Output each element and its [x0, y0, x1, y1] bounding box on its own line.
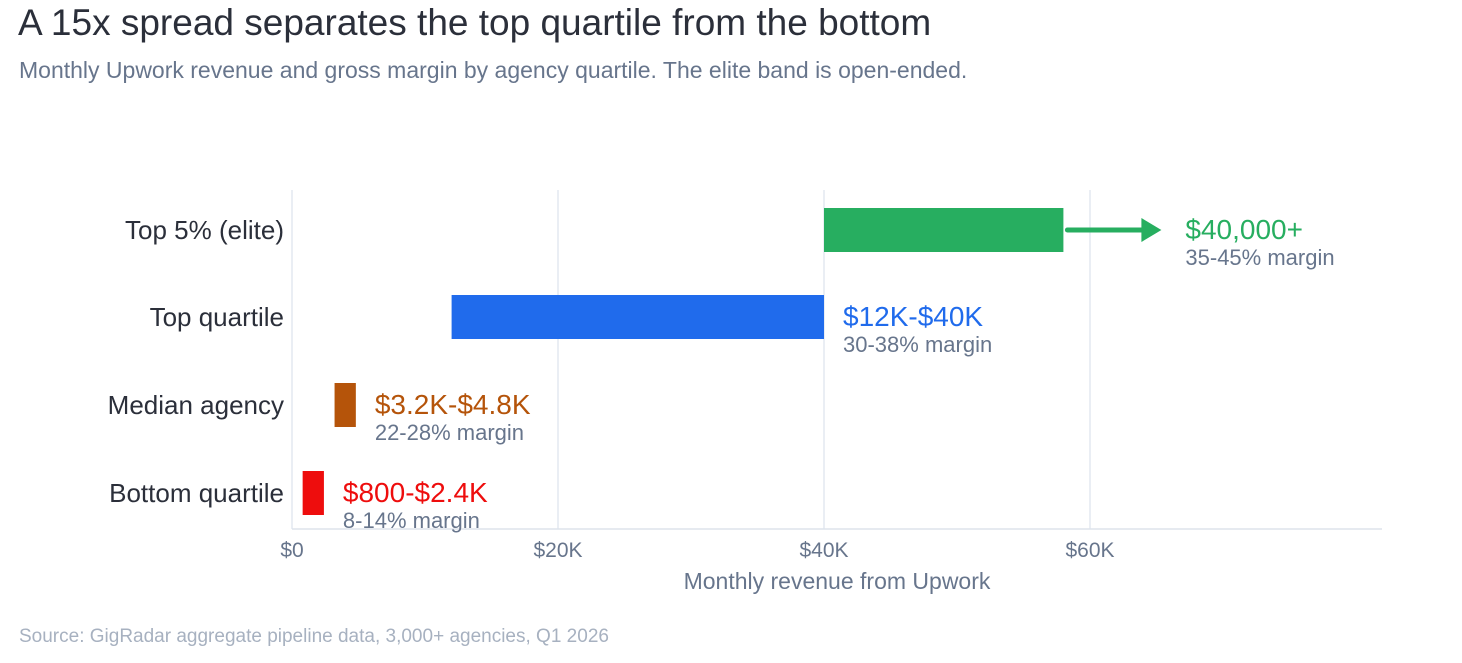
chart-title: A 15x spread separates the top quartile … [18, 2, 932, 43]
margin-label: 22-28% margin [375, 420, 524, 445]
margin-label: 30-38% margin [843, 332, 992, 357]
open-ended-arrow-head [1141, 218, 1162, 242]
x-tick-label: $40K [799, 539, 848, 562]
range-value-label: $800-$2.4K [343, 477, 488, 508]
range-bar [334, 383, 356, 427]
category-label: Top 5% (elite) [125, 215, 284, 245]
margin-label: 35-45% margin [1185, 245, 1334, 270]
chart-subtitle: Monthly Upwork revenue and gross margin … [19, 57, 968, 83]
source-note: Source: GigRadar aggregate pipeline data… [19, 626, 609, 647]
range-bar [824, 208, 1064, 252]
label-layer: $0 $20K $40K $60K Top 5% (elite) $40,000+35-4… [108, 214, 1335, 562]
range-value-label: $40,000+ [1185, 214, 1303, 245]
category-label: Top quartile [150, 302, 284, 332]
category-label: Bottom quartile [109, 478, 284, 508]
bar-layer [302, 208, 1162, 515]
category-label: Median agency [108, 390, 284, 420]
x-tick-label: $0 [280, 539, 303, 562]
x-tick-label: $60K [1065, 539, 1114, 562]
range-bar [451, 295, 824, 339]
margin-label: 8-14% margin [343, 508, 480, 533]
range-value-label: $12K-$40K [843, 301, 983, 332]
x-tick-label: $20K [533, 539, 582, 562]
grid-layer [291, 190, 1382, 530]
range-value-label: $3.2K-$4.8K [375, 389, 531, 420]
x-axis-label: Monthly revenue from Upwork [684, 568, 991, 594]
range-bar [302, 471, 324, 515]
